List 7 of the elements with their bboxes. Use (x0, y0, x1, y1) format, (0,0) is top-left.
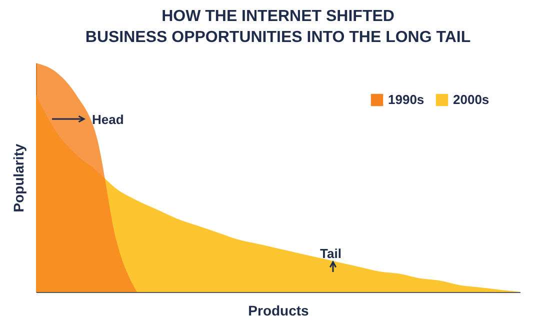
annotation: Head (92, 112, 124, 127)
x-axis-title: Products (248, 302, 310, 318)
annotation: Tail (320, 246, 342, 261)
chart-title: HOW THE INTERNET SHIFTED BUSINESS OPPORTUNITIES INTO THE LONG TAIL (85, 8, 471, 46)
legend-label: 2000s (453, 92, 490, 107)
legend-label: 1990s (388, 92, 424, 107)
y-axis-title: Popularity (10, 144, 26, 212)
